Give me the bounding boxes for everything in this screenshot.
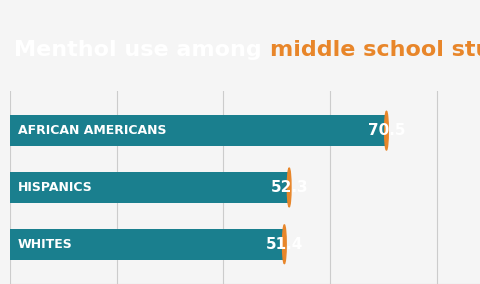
Text: WHITES: WHITES	[18, 238, 72, 251]
Text: 70.5: 70.5	[368, 123, 405, 138]
Circle shape	[288, 168, 291, 207]
Circle shape	[384, 111, 388, 150]
Bar	[10, 172, 289, 203]
Text: Menthol use among: Menthol use among	[14, 40, 270, 60]
Text: AFRICAN AMERICANS: AFRICAN AMERICANS	[18, 124, 166, 137]
Text: HISPANICS: HISPANICS	[18, 181, 92, 194]
Bar	[10, 115, 386, 146]
Circle shape	[283, 225, 286, 264]
Text: 51.4: 51.4	[265, 237, 303, 252]
Text: 52.3: 52.3	[270, 180, 308, 195]
Text: middle school students: middle school students	[270, 40, 480, 60]
Bar	[10, 229, 284, 260]
